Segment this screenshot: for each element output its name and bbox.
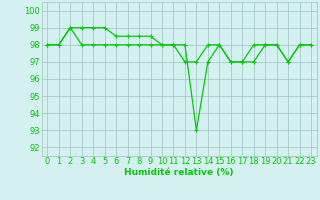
X-axis label: Humidité relative (%): Humidité relative (%): [124, 168, 234, 177]
